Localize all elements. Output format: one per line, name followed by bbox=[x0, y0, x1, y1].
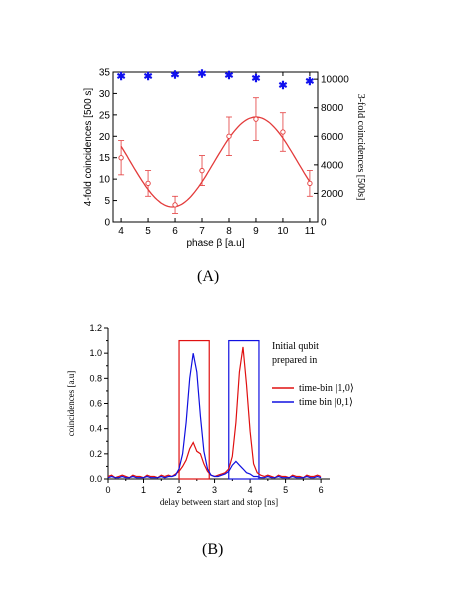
chart-a-star-point: ✱ bbox=[251, 73, 260, 85]
legend-label-time-bin-1-0: time-bin |1,0⟩ bbox=[299, 383, 354, 394]
caption-b: (B) bbox=[202, 541, 224, 558]
chart-a-data-point bbox=[172, 202, 178, 208]
legend-label-time-bin-0-1: time bin |0,1⟩ bbox=[299, 397, 353, 408]
chart-b-x-axis-label: delay between start and stop [ns] bbox=[160, 497, 278, 507]
chart-a: 4 5 6 7 8 9 10 11 0 5 10 15 20 25 30 35 0 2000 4000 6000 800… bbox=[83, 68, 366, 250]
chart-a-axes: 4 5 6 7 8 9 10 11 0 5 10 15 20 25 30 35 0 2000 4000 6000 800… bbox=[99, 68, 349, 238]
chart-a-y2-tick-label: 6000 bbox=[321, 132, 344, 143]
chart-a-x-tick-label: 5 bbox=[145, 226, 151, 237]
chart-b-y-tick-label: 1.0 bbox=[89, 348, 102, 358]
chart-a-star-point: ✱ bbox=[278, 80, 287, 92]
chart-a-data-point bbox=[280, 129, 286, 135]
chart-b-x-tick-label: 4 bbox=[248, 485, 253, 495]
chart-a-y2-tick-label: 2000 bbox=[321, 189, 344, 200]
chart-b-y-axis-label: coincidences [a.u] bbox=[66, 371, 76, 436]
chart-a-star-point: ✱ bbox=[224, 70, 233, 82]
chart-a-data-point bbox=[145, 180, 151, 187]
chart-b-axes: 0 1 2 3 4 5 6 0.0 0.2 0.4 0.6 0.8 1.0 1.2 bbox=[89, 323, 330, 495]
chart-a-data-point bbox=[118, 155, 124, 161]
chart-a-plot-frame bbox=[112, 71, 319, 223]
chart-a-star-point: ✱ bbox=[143, 71, 152, 83]
legend-title-line-1: Initial qubit bbox=[272, 341, 319, 352]
chart-a-y-tick-label: 30 bbox=[99, 89, 111, 100]
chart-a-x-tick-label: 11 bbox=[305, 226, 316, 237]
chart-b-x-tick-label: 1 bbox=[141, 485, 146, 495]
chart-b-gate-box bbox=[228, 339, 260, 480]
chart-a-data-point bbox=[307, 180, 313, 187]
chart-b-series-line-1 bbox=[107, 353, 322, 479]
chart-a-y-tick-label: 20 bbox=[99, 132, 111, 143]
chart-a-x-tick-label: 10 bbox=[277, 226, 289, 237]
chart-a-y-tick-label: 5 bbox=[104, 196, 110, 207]
chart-a-x-tick-label: 9 bbox=[253, 226, 259, 237]
chart-a-y-tick-label: 35 bbox=[99, 68, 111, 79]
chart-b-marks bbox=[107, 339, 322, 480]
chart-b-gate-box bbox=[178, 339, 210, 480]
chart-a-star-point: ✱ bbox=[116, 71, 125, 83]
chart-b-x-tick-label: 0 bbox=[105, 485, 110, 495]
chart-a-star-point: ✱ bbox=[305, 76, 314, 88]
chart-a-y2-tick-label: 10000 bbox=[321, 75, 349, 86]
chart-b-y-tick-label: 0.8 bbox=[89, 373, 102, 383]
legend-title-line-2: prepared in bbox=[272, 355, 317, 366]
chart-b-y-tick-label: 0.0 bbox=[89, 474, 102, 484]
chart-a-y2-tick-label: 8000 bbox=[321, 103, 344, 114]
chart-a-marks: ✱ ✱ ✱ ✱ ✱ ✱ ✱ ✱ bbox=[116, 69, 315, 214]
chart-a-x-tick-label: 8 bbox=[226, 226, 232, 237]
chart-b-y-tick-label: 0.2 bbox=[89, 449, 102, 459]
chart-a-star-point: ✱ bbox=[170, 69, 179, 81]
chart-a-y-axis-label: 4-fold coincidences [500 s] bbox=[83, 88, 94, 207]
chart-a-y-tick-label: 10 bbox=[99, 175, 111, 186]
caption-a: (A) bbox=[197, 268, 220, 285]
chart-a-data-point bbox=[226, 133, 232, 139]
chart-a-y-tick-label: 0 bbox=[104, 218, 110, 229]
chart-b-x-tick-label: 3 bbox=[212, 485, 217, 495]
chart-b-y-tick-label: 0.4 bbox=[89, 424, 102, 434]
chart-b-x-tick-label: 2 bbox=[177, 485, 182, 495]
chart-a-x-axis-label: phase β [a.u] bbox=[186, 238, 244, 249]
chart-a-y-tick-label: 25 bbox=[99, 110, 111, 121]
chart-a-data-point bbox=[199, 167, 205, 174]
chart-b-y-tick-label: 0.6 bbox=[89, 399, 102, 409]
chart-a-y-tick-label: 15 bbox=[99, 153, 111, 164]
chart-a-fit-curve bbox=[120, 116, 311, 208]
chart-b-x-tick-label: 5 bbox=[283, 485, 288, 495]
chart-b-series-line-0 bbox=[107, 346, 322, 479]
chart-a-x-tick-label: 6 bbox=[172, 226, 178, 237]
chart-b-x-tick-label: 6 bbox=[319, 485, 324, 495]
chart-a-star-point: ✱ bbox=[197, 69, 206, 81]
chart-a-y2-tick-label: 4000 bbox=[321, 160, 344, 171]
chart-a-y2-axis-label: 3-fold coincidences [500s] bbox=[355, 94, 366, 201]
chart-a-x-tick-label: 4 bbox=[118, 226, 124, 237]
chart-a-data-point bbox=[253, 116, 259, 122]
chart-b-y-tick-label: 1.2 bbox=[89, 323, 102, 333]
chart-b-legend: Initial qubit prepared in time-bin |1,0⟩… bbox=[272, 341, 354, 408]
chart-a-y2-tick-label: 0 bbox=[321, 218, 327, 229]
chart-b: 0 1 2 3 4 5 6 0.0 0.2 0.4 0.6 0.8 1.0 1.2 delay betwe… bbox=[66, 323, 354, 507]
chart-a-x-tick-label: 7 bbox=[199, 226, 205, 237]
